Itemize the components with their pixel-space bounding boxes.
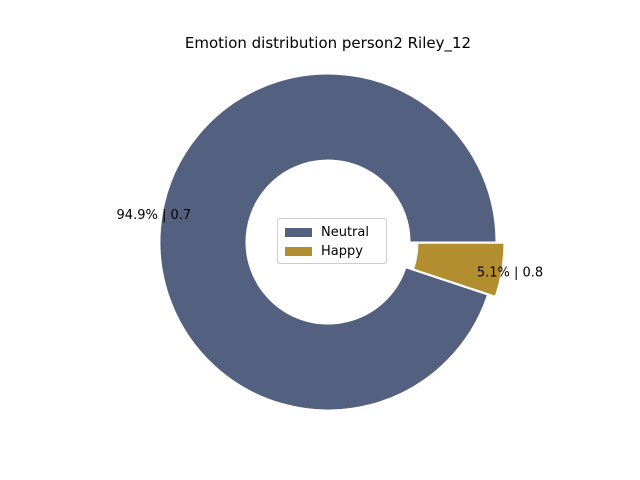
legend-swatch-happy [285,247,312,256]
slice-label-happy: 5.1% | 0.8 [477,265,543,280]
legend-label-neutral: Neutral [321,225,369,240]
chart-title: Emotion distribution person2 Riley_12 [184,34,472,52]
legend-item-neutral: Neutral [285,223,386,242]
slice-neutral [159,73,497,411]
legend-swatch-neutral [285,228,312,237]
slice-label-neutral: 94.9% | 0.7 [117,208,192,223]
legend: Neutral Happy [277,218,387,264]
slice-happy [413,242,505,297]
legend-item-happy: Happy [285,242,386,261]
legend-label-happy: Happy [321,244,363,259]
